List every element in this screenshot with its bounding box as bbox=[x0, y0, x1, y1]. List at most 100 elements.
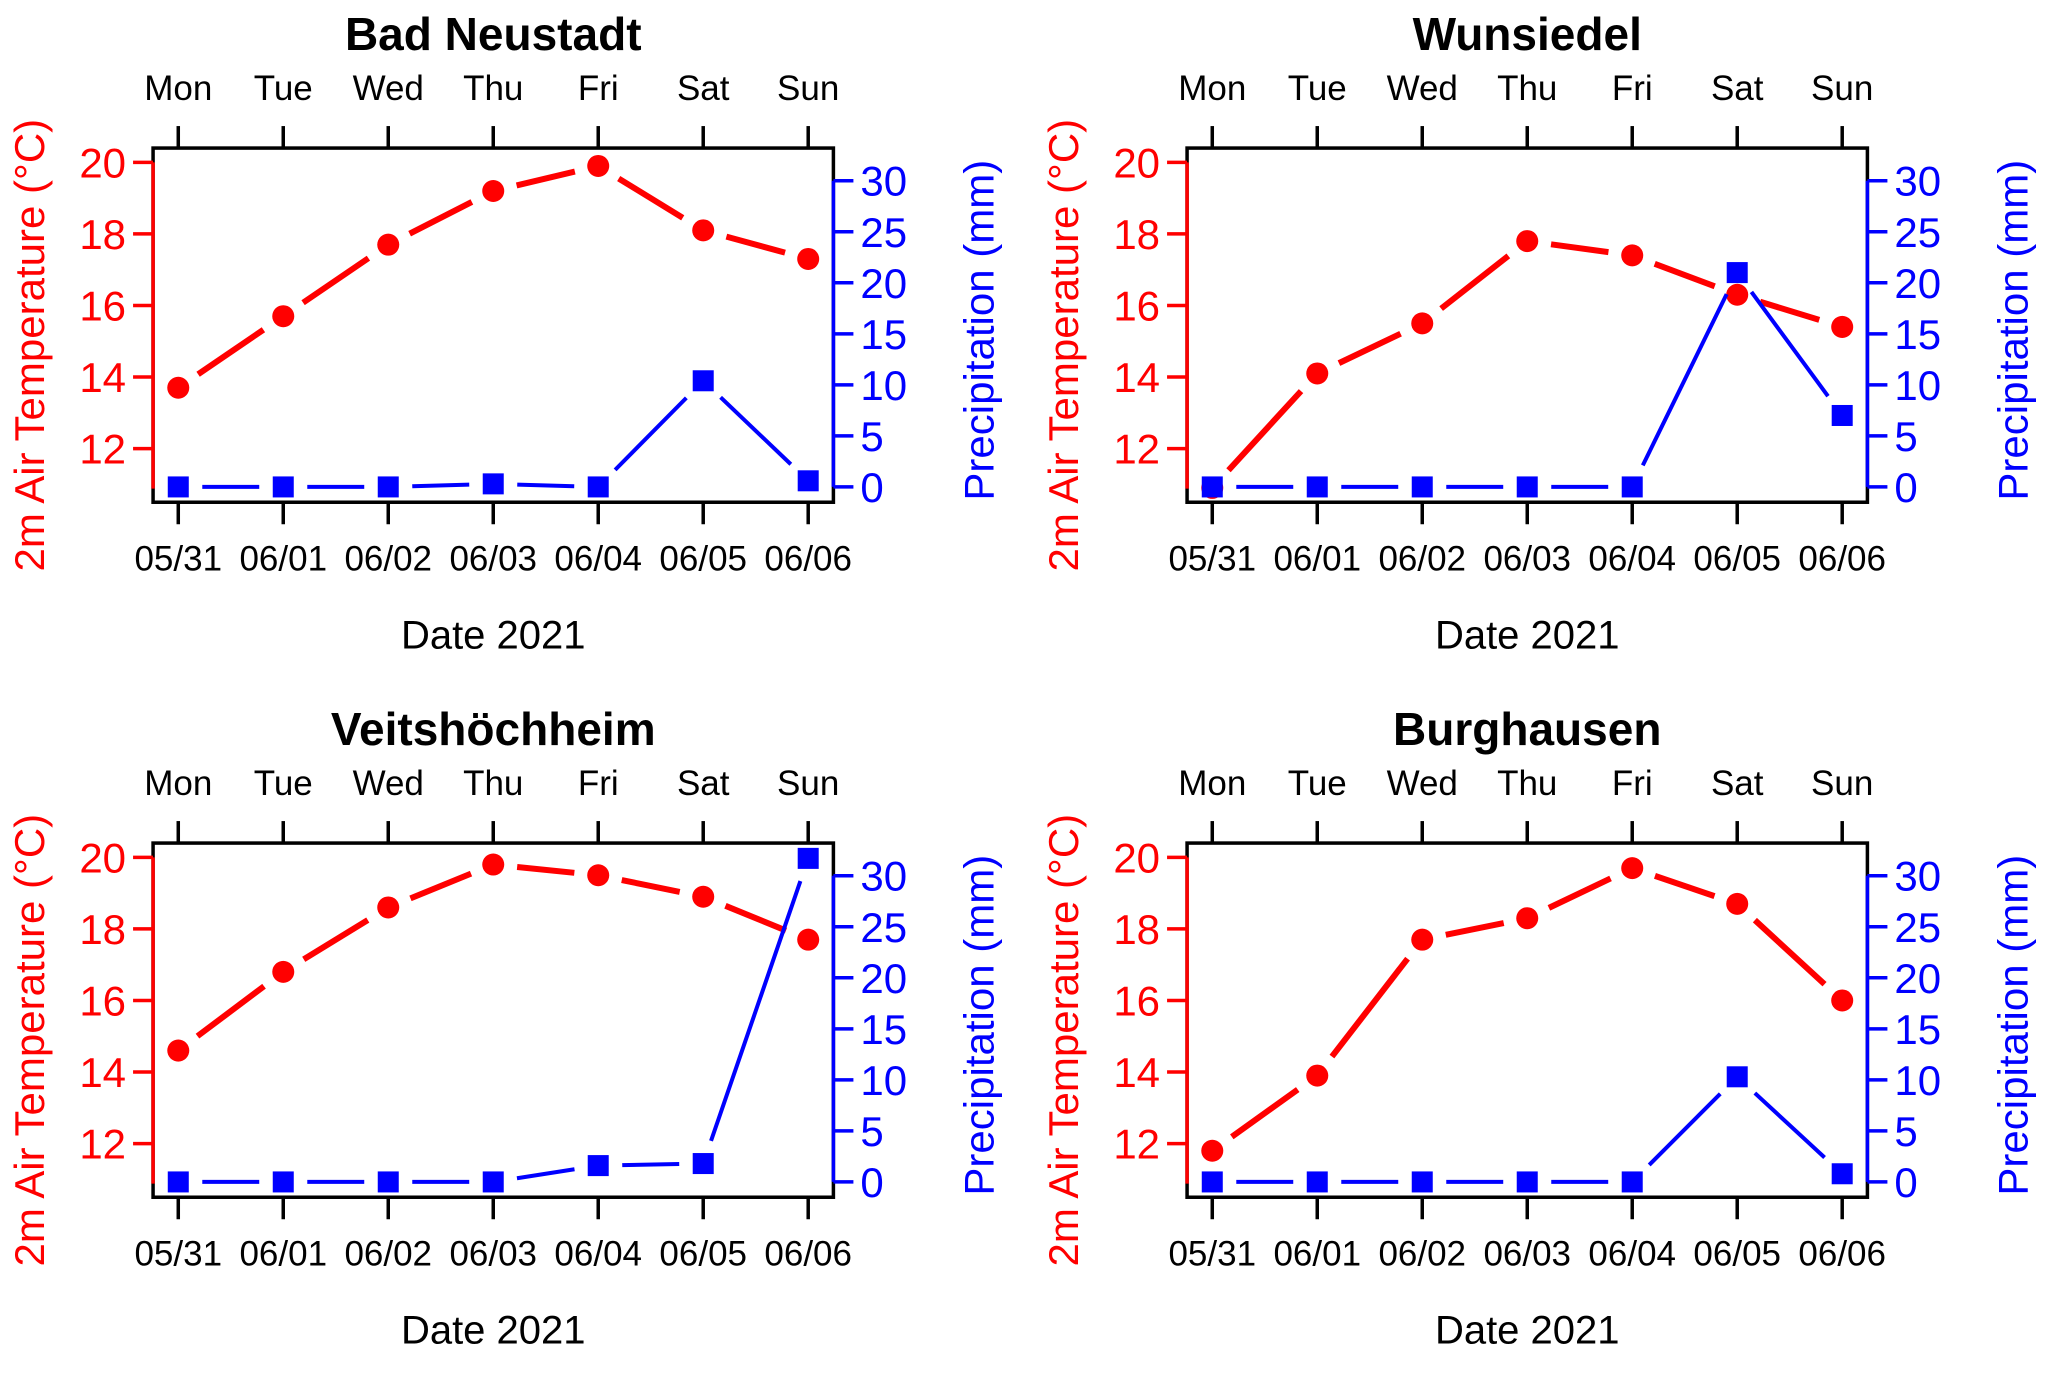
right-axis-tick-label: 0 bbox=[860, 464, 883, 511]
precipitation-series-segment bbox=[517, 485, 574, 487]
temperature-point bbox=[272, 961, 294, 983]
precipitation-point bbox=[693, 370, 714, 391]
right-axis-tick-label: 30 bbox=[1894, 853, 1941, 900]
temperature-point bbox=[797, 929, 819, 951]
precipitation-point bbox=[1726, 1067, 1747, 1088]
left-axis-tick-label: 12 bbox=[79, 426, 126, 473]
precipitation-point bbox=[273, 1172, 294, 1193]
right-axis-tick-label: 20 bbox=[1894, 260, 1941, 307]
temperature-series-segment bbox=[197, 987, 264, 1037]
precipitation-point bbox=[483, 1172, 504, 1193]
right-axis-tick-label: 5 bbox=[1894, 413, 1917, 460]
temperature-point bbox=[272, 305, 294, 327]
temperature-point bbox=[692, 886, 714, 908]
date-label: 06/02 bbox=[344, 1235, 432, 1274]
left-axis-tick-label: 16 bbox=[1113, 282, 1160, 329]
temperature-series-segment bbox=[303, 258, 368, 303]
temperature-point bbox=[1411, 312, 1433, 334]
right-axis-tick-label: 25 bbox=[860, 904, 907, 951]
right-axis-label: Precipitation (mm) bbox=[955, 855, 1002, 1196]
temperature-series-segment bbox=[1654, 264, 1714, 286]
temperature-series-segment bbox=[1654, 876, 1714, 896]
x-axis-label: Date 2021 bbox=[401, 1309, 586, 1353]
plot-frame bbox=[153, 843, 833, 1197]
temperature-point bbox=[377, 234, 399, 256]
weekday-label: Fri bbox=[578, 69, 619, 108]
temperature-series-segment bbox=[619, 179, 683, 218]
date-label: 06/01 bbox=[1273, 1235, 1361, 1274]
left-axis-tick-label: 20 bbox=[79, 835, 126, 882]
left-axis-tick-label: 14 bbox=[1113, 354, 1160, 401]
date-label: 05/31 bbox=[1168, 1235, 1256, 1274]
precipitation-point bbox=[1201, 1172, 1222, 1193]
weekday-label: Wed bbox=[353, 69, 424, 108]
temperature-series-segment bbox=[1551, 244, 1608, 252]
weekday-label: Mon bbox=[1178, 764, 1246, 803]
temperature-point bbox=[1621, 244, 1643, 266]
weekday-label: Thu bbox=[463, 69, 523, 108]
left-axis-tick-label: 18 bbox=[1113, 211, 1160, 258]
left-axis-tick-label: 20 bbox=[79, 139, 126, 186]
date-label: 06/04 bbox=[1588, 1235, 1676, 1274]
date-label: 06/05 bbox=[1693, 539, 1781, 578]
temperature-series bbox=[1201, 230, 1853, 499]
temperature-point bbox=[377, 897, 399, 919]
precipitation-series-segment bbox=[412, 485, 469, 487]
temperature-series-segment bbox=[410, 202, 472, 234]
temperature-series-segment bbox=[517, 172, 575, 186]
weekday-label: Sun bbox=[777, 764, 839, 803]
date-label: 06/04 bbox=[1588, 539, 1676, 578]
temperature-point bbox=[1201, 1140, 1223, 1162]
precipitation-series bbox=[168, 370, 819, 497]
left-axis-tick-label: 14 bbox=[79, 354, 126, 401]
weekday-label: Wed bbox=[353, 764, 424, 803]
weekday-label: Wed bbox=[1386, 69, 1457, 108]
right-axis-tick-label: 25 bbox=[1894, 904, 1941, 951]
precipitation-point bbox=[1621, 1172, 1642, 1193]
weekday-label: Tue bbox=[254, 69, 313, 108]
temperature-point bbox=[1516, 230, 1538, 252]
date-label: 06/04 bbox=[554, 1235, 642, 1274]
temperature-series bbox=[167, 155, 819, 399]
precipitation-point bbox=[1831, 1164, 1852, 1185]
right-axis-tick-label: 20 bbox=[860, 955, 907, 1002]
x-axis-label: Date 2021 bbox=[1434, 1309, 1619, 1353]
weekday-label: Tue bbox=[1287, 69, 1346, 108]
right-axis-tick-label: 5 bbox=[860, 1108, 883, 1155]
precipitation-point bbox=[588, 476, 609, 497]
precipitation-series bbox=[168, 848, 819, 1193]
temperature-series-segment bbox=[725, 906, 786, 931]
precipitation-point bbox=[1411, 476, 1432, 497]
x-axis-label: Date 2021 bbox=[1434, 613, 1619, 657]
temperature-point bbox=[1831, 990, 1853, 1012]
weekday-label: Sat bbox=[1710, 69, 1763, 108]
temperature-series-segment bbox=[1548, 879, 1610, 908]
precipitation-point bbox=[1201, 476, 1222, 497]
precipitation-series-segment bbox=[517, 1170, 575, 1179]
temperature-series-segment bbox=[622, 880, 680, 892]
precipitation-series-segment bbox=[1642, 294, 1726, 465]
left-axis-tick-label: 14 bbox=[1113, 1049, 1160, 1096]
date-label: 06/04 bbox=[554, 539, 642, 578]
left-axis-tick-label: 16 bbox=[79, 282, 126, 329]
date-label: 06/01 bbox=[239, 539, 327, 578]
right-axis-tick-label: 10 bbox=[860, 1057, 907, 1104]
right-axis-label: Precipitation (mm) bbox=[1989, 855, 2036, 1196]
precipitation-point bbox=[1516, 476, 1537, 497]
left-axis-tick-label: 18 bbox=[79, 211, 126, 258]
left-axis-tick-label: 18 bbox=[79, 906, 126, 953]
left-axis-tick-label: 14 bbox=[79, 1049, 126, 1096]
plot-frame bbox=[1187, 148, 1867, 502]
date-label: 06/03 bbox=[1483, 1235, 1571, 1274]
temperature-point bbox=[1621, 857, 1643, 879]
